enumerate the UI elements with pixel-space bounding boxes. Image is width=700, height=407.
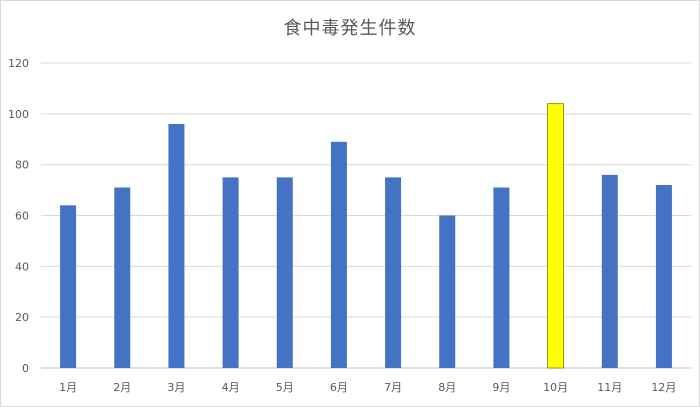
bar-11: [601, 174, 618, 368]
y-tick-label: 100: [8, 108, 29, 121]
x-tick-label: 3月: [167, 381, 185, 394]
x-tick-label: 6月: [330, 381, 348, 394]
bar-1: [60, 205, 77, 368]
chart-title: 食中毒発生件数: [283, 18, 417, 39]
y-tick-label: 20: [15, 311, 29, 324]
bar-4: [222, 177, 239, 368]
y-tick-label: 120: [8, 57, 29, 70]
x-tick-label: 8月: [438, 381, 456, 394]
bar-10: [547, 103, 564, 369]
y-tick-label: 60: [15, 210, 29, 223]
bar-6: [330, 141, 347, 368]
x-tick-label: 5月: [276, 381, 294, 394]
bar-5: [276, 177, 293, 368]
y-tick-label: 80: [15, 159, 29, 172]
y-tick-label: 0: [22, 362, 29, 375]
y-tick-label: 40: [15, 260, 29, 273]
bar-2: [114, 187, 131, 368]
x-tick-label: 4月: [222, 381, 240, 394]
x-tick-label: 2月: [113, 381, 131, 394]
bar-12: [655, 185, 672, 368]
x-tick-label: 9月: [492, 381, 510, 394]
x-tick-label: 1月: [59, 381, 77, 394]
x-tick-label: 12月: [651, 381, 676, 394]
bar-9: [493, 187, 510, 368]
x-tick-label: 7月: [384, 381, 402, 394]
x-tick-label: 11月: [597, 381, 622, 394]
bar-8: [439, 215, 456, 368]
bar-7: [385, 177, 402, 368]
x-tick-label: 10月: [543, 381, 568, 394]
bar-3: [168, 124, 185, 368]
